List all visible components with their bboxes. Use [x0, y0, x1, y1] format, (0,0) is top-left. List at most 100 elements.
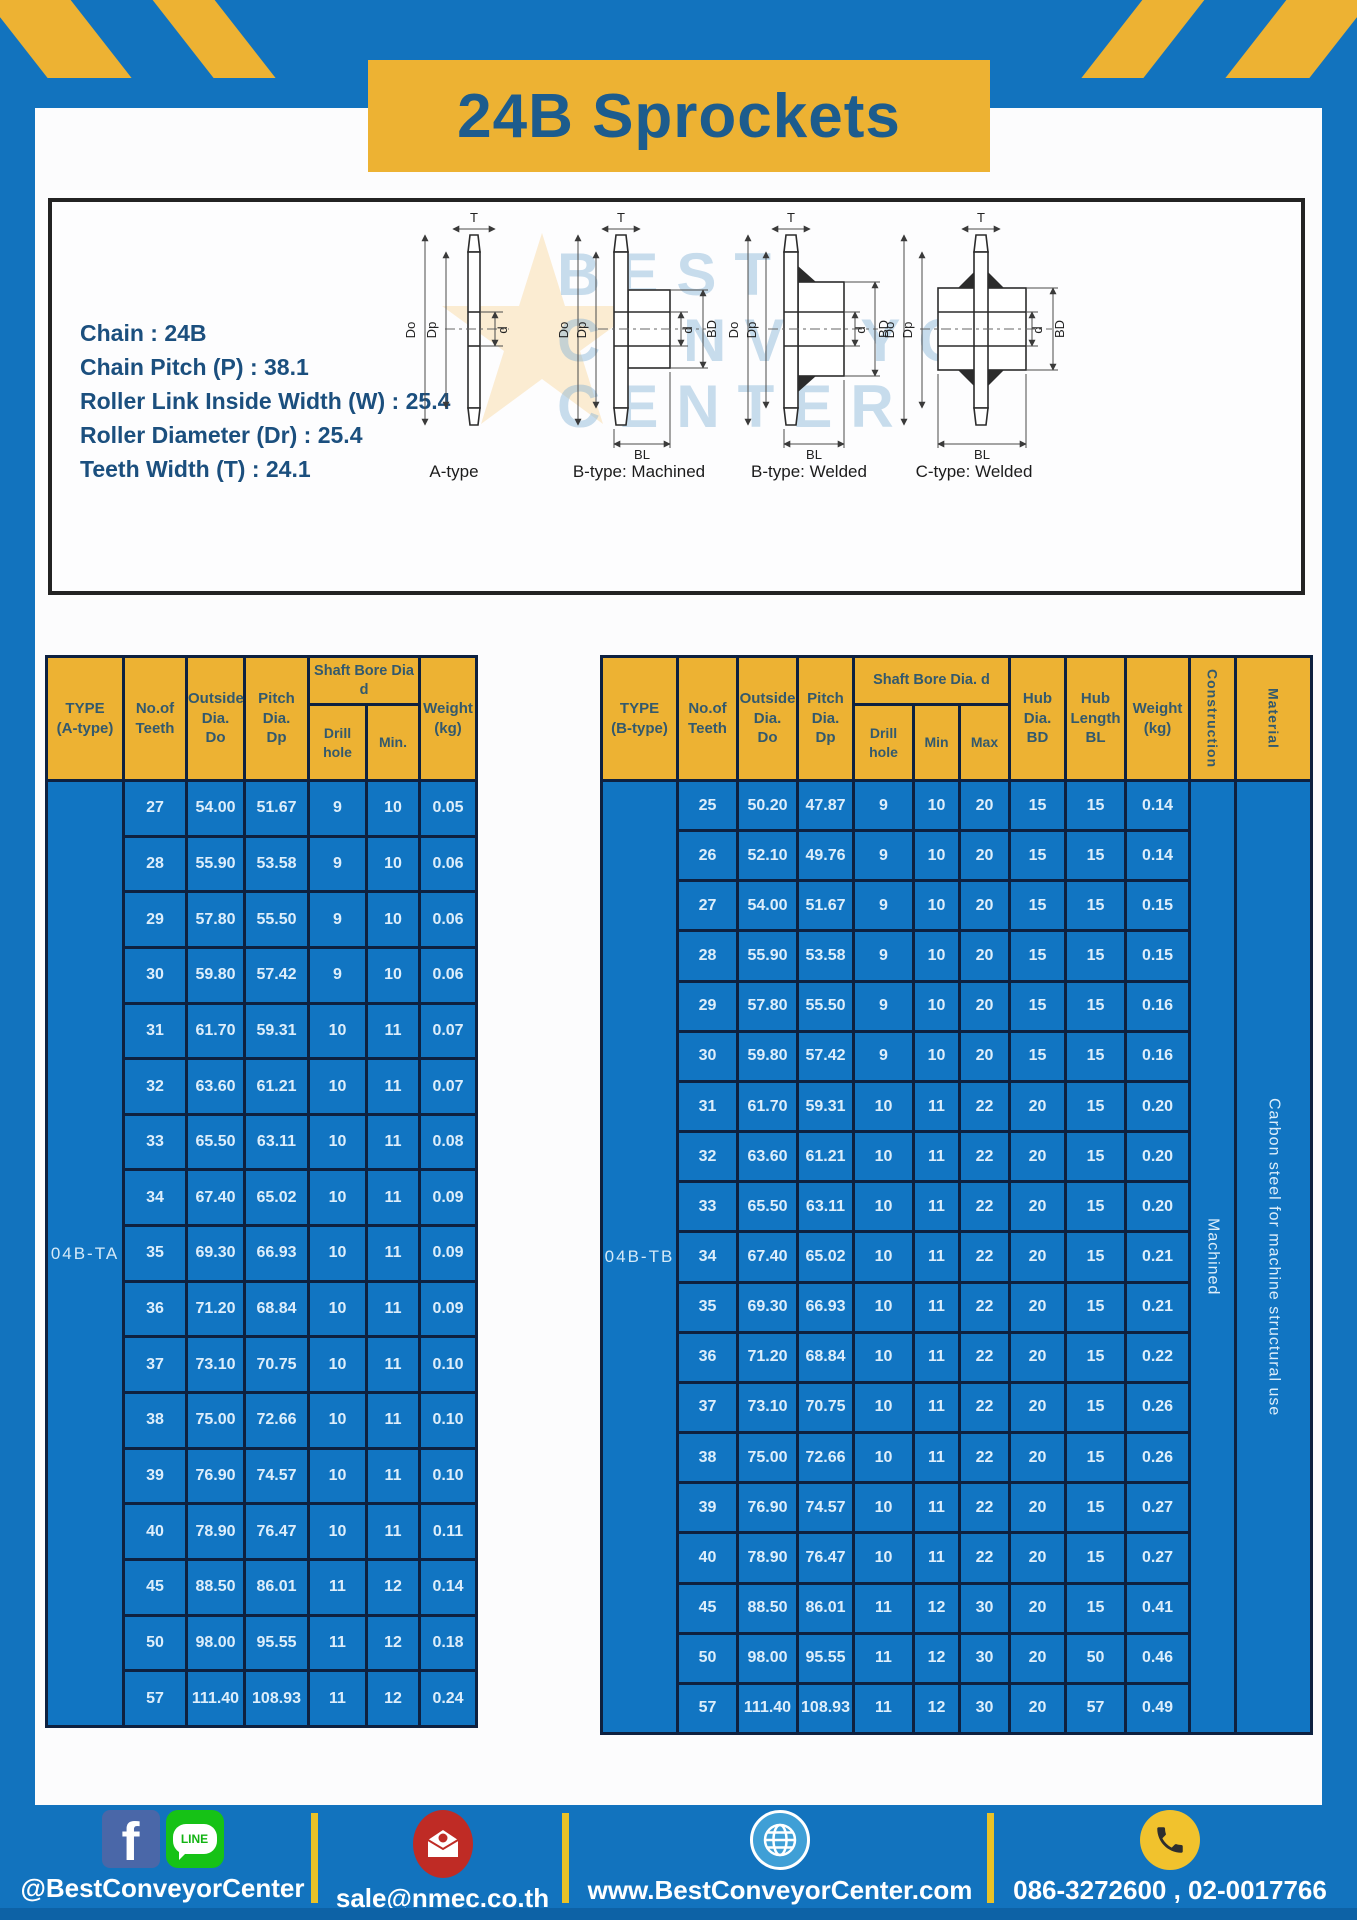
table-cell: 65.50: [185, 1112, 246, 1172]
table-cell: 73.10: [185, 1335, 246, 1395]
svg-text:Dp: Dp: [424, 322, 439, 339]
col-header-hub-dia: Hub Dia. BD: [1008, 655, 1068, 782]
table-cell: 9: [852, 1029, 915, 1083]
table-cell: 55.90: [185, 834, 246, 894]
table-cell: 0.26: [1124, 1380, 1192, 1435]
table-cell: 25: [676, 778, 739, 833]
table-cell: 10: [852, 1431, 915, 1485]
table-cell: 20: [957, 778, 1012, 833]
table-cell: 50: [122, 1613, 188, 1673]
svg-text:d: d: [495, 326, 510, 333]
table-cell: 98.00: [736, 1631, 799, 1685]
table-cell: 10: [364, 779, 422, 838]
table-cell: 28: [676, 929, 739, 983]
svg-text:BD: BD: [704, 320, 719, 338]
table-cell: 78.90: [185, 1502, 246, 1561]
table-cell: 9: [852, 879, 915, 933]
col-header-pitch-dia: Pitch Dia. Dp: [796, 655, 855, 782]
table-cell: 15: [1064, 1531, 1128, 1585]
table-cell: 20: [957, 979, 1012, 1033]
svg-text:Do: Do: [882, 322, 897, 339]
table-cell: 86.01: [243, 1557, 310, 1617]
table-cell: 10: [852, 1531, 915, 1585]
table-cell: 54.00: [736, 879, 799, 933]
table-cell: 108.93: [796, 1681, 855, 1736]
col-header-material: Material: [1234, 655, 1314, 782]
svg-text:T: T: [977, 210, 985, 225]
col-header-min: Min: [912, 703, 961, 782]
table-cell: 65.02: [796, 1230, 855, 1284]
table-cell: 63.11: [796, 1180, 855, 1234]
table-cell: 15: [1008, 979, 1068, 1033]
table-cell: 34: [122, 1168, 188, 1228]
table-cell: 10: [307, 1335, 368, 1395]
table-cell: 0.20: [1124, 1079, 1192, 1134]
table-cell: 50: [1064, 1631, 1128, 1685]
facebook-icon: f: [101, 1810, 160, 1868]
table-cell: 57: [1064, 1681, 1128, 1736]
bottom-strip: [0, 1908, 1357, 1920]
spec-roller-diameter: Roller Diameter (Dr) : 25.4: [80, 422, 363, 448]
table-cell: 36: [122, 1279, 188, 1339]
table-cell: 12: [912, 1631, 961, 1685]
table-cell: 15: [1064, 1481, 1128, 1535]
table-cell: 57.80: [736, 979, 799, 1033]
table-cell: 11: [912, 1130, 961, 1184]
table-cell: 0.10: [418, 1391, 479, 1450]
table-cell: 20: [957, 829, 1012, 883]
table-cell: 11: [852, 1681, 915, 1736]
table-cell: 10: [307, 1502, 368, 1561]
table-cell: 70.75: [796, 1380, 855, 1435]
table-cell: 20: [1008, 1230, 1068, 1284]
svg-text:Dp: Dp: [574, 322, 589, 339]
table-cell: 9: [852, 778, 915, 833]
table-cell: 20: [1008, 1431, 1068, 1485]
table-cell: 10: [912, 929, 961, 983]
table-cell: 11: [307, 1669, 368, 1728]
table-row: 37 73.10 70.75 10 11 22 20 15 0.26: [602, 1380, 1312, 1435]
table-cell: 88.50: [736, 1581, 799, 1635]
type-label: 04B-TA: [45, 779, 125, 1728]
diagram-a-type: T Do Dp d A-type: [389, 208, 519, 482]
col-header-outside-dia: Outside Dia. Do: [185, 655, 246, 782]
table-cell: 15: [1064, 929, 1128, 983]
table-cell: 36: [676, 1330, 739, 1384]
table-cell: 22: [957, 1431, 1012, 1485]
table-cell: 32: [122, 1057, 188, 1116]
table-cell: 73.10: [736, 1380, 799, 1435]
table-cell: 22: [957, 1531, 1012, 1585]
table-cell: 20: [1008, 1531, 1068, 1585]
table-cell: 11: [912, 1481, 961, 1535]
footer-website: www.BestConveyorCenter.com: [587, 1875, 973, 1905]
table-cell: 15: [1064, 979, 1128, 1033]
table-cell: 76.47: [243, 1502, 310, 1561]
table-cell: 59.80: [185, 945, 246, 1005]
table-cell: 0.16: [1124, 979, 1192, 1033]
table-cell: 10: [364, 834, 422, 894]
table-row: 34 67.40 65.02 10 11 22 20 15 0.21: [602, 1230, 1312, 1284]
table-cell: 66.93: [243, 1224, 310, 1283]
table-row: 45 88.50 86.01 11 12 30 20 15 0.41: [602, 1581, 1312, 1635]
col-header-type: TYPE (A-type): [45, 655, 125, 782]
table-cell: 32: [676, 1130, 739, 1184]
table-cell: 0.20: [1124, 1130, 1192, 1184]
table-cell: 15: [1008, 879, 1068, 933]
table-row: 04B-TA 27 54.00 51.67 9 10 0.05: [45, 779, 479, 1728]
table-cell: 0.20: [1124, 1180, 1192, 1234]
table-cell: 11: [912, 1079, 961, 1134]
table-cell: 45: [122, 1557, 188, 1617]
table-cell: 70.75: [243, 1335, 310, 1395]
table-cell: 15: [1064, 1180, 1128, 1234]
table-cell: 111.40: [736, 1681, 799, 1736]
table-cell: 50: [676, 1631, 739, 1685]
table-cell: 40: [676, 1531, 739, 1585]
table-cell: 30: [957, 1631, 1012, 1685]
table-cell: 11: [364, 1168, 422, 1228]
table-cell: 57.42: [796, 1029, 855, 1083]
table-cell: 0.24: [418, 1669, 479, 1728]
table-cell: 10: [912, 829, 961, 883]
table-row: 57 111.40 108.93 11 12 0.24: [47, 1669, 479, 1728]
table-cell: 12: [912, 1681, 961, 1736]
svg-text:T: T: [617, 210, 625, 225]
table-row: 29 57.80 55.50 9 10 20 15 15 0.16: [602, 979, 1312, 1033]
